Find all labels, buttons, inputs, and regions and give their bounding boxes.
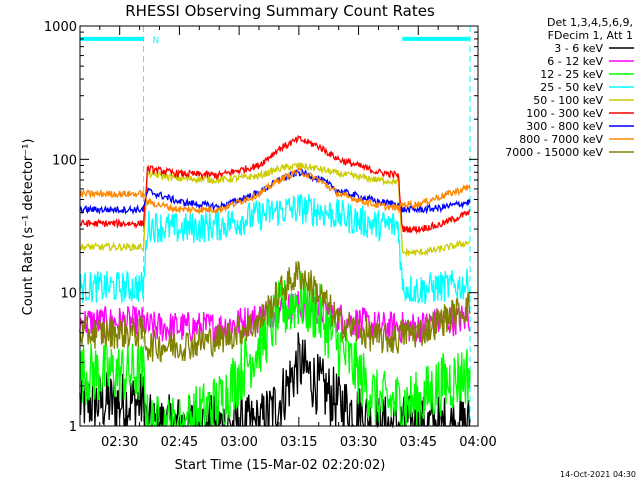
- legend-label-4: 50 - 100 keV: [533, 94, 603, 107]
- series-line-3: [79, 192, 471, 305]
- legend-label-6: 300 - 800 keV: [526, 120, 603, 133]
- x-tick-label: 03:30: [340, 435, 377, 450]
- x-tick-label: 02:30: [101, 435, 138, 450]
- legend-label-8: 7000 - 15000 keV: [505, 146, 603, 159]
- legend: Det 1,3,4,5,6,9, FDecim 1, Att 1 3 - 6 k…: [505, 16, 634, 159]
- generation-timestamp: 14-Oct-2021 04:30: [560, 470, 636, 479]
- x-tick-label: 02:45: [161, 435, 198, 450]
- legend-label-3: 25 - 50 keV: [540, 81, 603, 94]
- legend-label-5: 100 - 300 keV: [526, 107, 603, 120]
- legend-label-2: 12 - 25 keV: [540, 68, 603, 81]
- y-tick-label: 1: [69, 420, 77, 435]
- series-line-4: [79, 161, 471, 258]
- chart-title: RHESSI Observing Summary Count Rates: [125, 2, 435, 20]
- x-tick-label: 04:00: [459, 435, 496, 450]
- plot-area: 1 10 100 1000 02:30 02:45 03:00 03:15 03:30 03:45…: [44, 20, 497, 450]
- series-line-7: [79, 165, 471, 216]
- legend-label-1: 6 - 12 keV: [547, 55, 603, 68]
- y-tick-label: 1000: [44, 20, 77, 35]
- legend-header-line-1: Det 1,3,4,5,6,9,: [547, 16, 633, 29]
- x-tick-label: 03:00: [220, 435, 257, 450]
- legend-label-7: 800 - 7000 keV: [519, 133, 603, 146]
- series-line-8: [79, 260, 471, 364]
- series-line-6: [79, 167, 471, 215]
- legend-header-line-2: FDecim 1, Att 1: [548, 29, 633, 42]
- x-tick-label: 03:15: [280, 435, 317, 450]
- x-tick-label: 03:45: [400, 435, 437, 450]
- y-tick-label: 10: [60, 287, 77, 302]
- y-axis-label: Count Rate (s⁻¹ detector⁻¹): [21, 139, 36, 316]
- legend-label-0: 3 - 6 keV: [554, 42, 603, 55]
- y-tick-label: 100: [52, 153, 77, 168]
- x-axis-label: Start Time (15-Mar-02 02:20:02): [175, 458, 386, 473]
- saa-annotation: N: [153, 36, 160, 46]
